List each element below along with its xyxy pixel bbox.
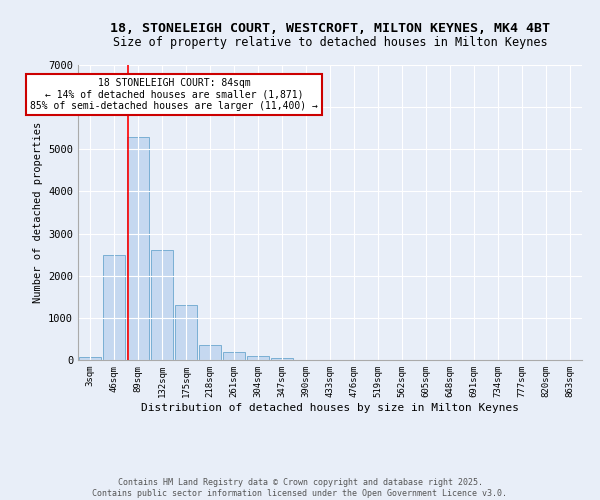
- Text: Contains HM Land Registry data © Crown copyright and database right 2025.
Contai: Contains HM Land Registry data © Crown c…: [92, 478, 508, 498]
- Bar: [151, 250, 173, 360]
- Text: 18 STONELEIGH COURT: 84sqm
← 14% of detached houses are smaller (1,871)
85% of s: 18 STONELEIGH COURT: 84sqm ← 14% of deta…: [30, 78, 318, 111]
- Bar: [199, 345, 221, 360]
- Bar: [79, 358, 101, 360]
- Bar: [103, 254, 125, 360]
- Bar: [247, 356, 269, 360]
- Text: 18, STONELEIGH COURT, WESTCROFT, MILTON KEYNES, MK4 4BT: 18, STONELEIGH COURT, WESTCROFT, MILTON …: [110, 22, 550, 36]
- X-axis label: Distribution of detached houses by size in Milton Keynes: Distribution of detached houses by size …: [141, 402, 519, 412]
- Bar: [175, 305, 197, 360]
- Bar: [223, 352, 245, 360]
- Bar: [271, 358, 293, 360]
- Text: Size of property relative to detached houses in Milton Keynes: Size of property relative to detached ho…: [113, 36, 547, 49]
- Bar: [127, 136, 149, 360]
- Y-axis label: Number of detached properties: Number of detached properties: [32, 122, 43, 303]
